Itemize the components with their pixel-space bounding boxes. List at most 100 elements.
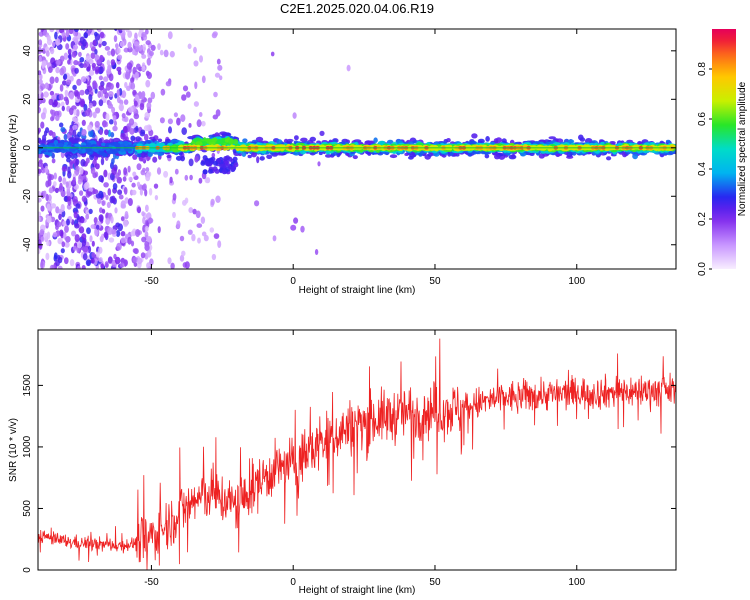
noise-cell xyxy=(189,174,193,181)
noise-cell xyxy=(94,228,98,236)
noise-cell xyxy=(38,197,42,203)
band-cell xyxy=(85,148,91,153)
figure-title: C2E1.2025.020.04.06.R19 xyxy=(280,1,434,16)
noise-cell xyxy=(95,66,100,73)
noise-cell xyxy=(87,191,93,197)
noise-cell xyxy=(179,235,185,242)
noise-cell xyxy=(181,94,187,101)
band-cell xyxy=(122,140,129,146)
noise-cell xyxy=(88,94,93,102)
noise-cell xyxy=(141,236,147,243)
noise-cell xyxy=(60,101,65,107)
noise-cell xyxy=(122,176,127,182)
noise-cell xyxy=(192,208,197,215)
noise-cell xyxy=(40,205,45,212)
noise-cell xyxy=(46,231,51,240)
band-cell xyxy=(113,142,121,148)
band-cell xyxy=(204,161,210,166)
band-cell xyxy=(276,139,283,145)
noise-cell xyxy=(103,169,108,178)
noise-cell xyxy=(65,181,69,189)
noise-cell xyxy=(145,79,151,88)
noise-cell xyxy=(111,106,116,114)
noise-cell xyxy=(46,215,52,224)
noise-cell xyxy=(110,59,116,66)
noise-cell xyxy=(120,231,126,237)
noise-cell xyxy=(106,59,111,66)
noise-cell xyxy=(128,118,135,126)
noise-cell xyxy=(81,129,87,136)
band-cell xyxy=(200,160,206,166)
band-cell xyxy=(238,153,242,157)
noise-cell xyxy=(40,97,46,104)
noise-cell xyxy=(144,111,151,119)
noise-cell xyxy=(142,167,146,173)
noise-cell xyxy=(174,168,179,175)
band-cell xyxy=(149,149,156,153)
noise-cell xyxy=(193,60,199,67)
noise-cell xyxy=(100,157,105,166)
noise-cell xyxy=(141,66,146,72)
noise-cell xyxy=(181,127,187,135)
noise-cell xyxy=(154,195,159,201)
band-cell xyxy=(219,163,225,169)
noise-cell xyxy=(67,196,71,202)
noise-cell xyxy=(65,79,72,85)
band-cell xyxy=(157,138,163,143)
noise-cell xyxy=(130,77,135,83)
band-cell xyxy=(494,154,501,160)
noise-cell xyxy=(81,233,87,241)
noise-cell xyxy=(94,31,98,37)
noise-cell xyxy=(131,182,136,188)
noise-cell xyxy=(100,176,104,183)
noise-cell xyxy=(197,237,201,244)
noise-cell xyxy=(38,211,42,217)
band-cell xyxy=(325,154,332,158)
noise-cell xyxy=(182,85,189,92)
band-cell xyxy=(434,146,440,152)
noise-cell xyxy=(121,29,126,32)
noise-cell xyxy=(111,167,117,176)
noise-cell xyxy=(94,88,98,94)
noise-cell xyxy=(90,52,96,59)
noise-cell xyxy=(198,112,203,117)
noise-cell xyxy=(121,90,127,99)
band-cell xyxy=(568,139,575,144)
noise-cell xyxy=(112,183,118,190)
noise-cell xyxy=(140,252,146,259)
noise-cell xyxy=(81,239,87,247)
noise-cell xyxy=(67,180,72,189)
noise-cell xyxy=(62,220,67,226)
noise-cell xyxy=(71,230,77,237)
noise-cell xyxy=(120,132,126,140)
noise-cell xyxy=(148,50,154,57)
noise-cell xyxy=(90,167,96,175)
band-cell xyxy=(520,152,527,157)
noise-cell xyxy=(72,44,79,50)
noise-cell xyxy=(78,226,85,234)
noise-cell xyxy=(64,257,69,265)
noise-cell xyxy=(67,59,71,65)
noise-cell xyxy=(64,241,70,248)
noise-cell xyxy=(41,61,46,69)
noise-cell xyxy=(60,204,65,212)
noise-cell xyxy=(49,76,55,84)
noise-cell xyxy=(201,75,206,84)
noise-cell xyxy=(98,214,104,222)
band-cell xyxy=(65,153,72,159)
band-cell xyxy=(74,143,81,147)
band-cell xyxy=(124,148,133,152)
noise-cell xyxy=(113,35,118,43)
noise-cell xyxy=(96,197,102,205)
noise-cell xyxy=(98,85,105,91)
noise-cell xyxy=(122,126,128,133)
noise-cell xyxy=(82,245,89,253)
noise-cell xyxy=(293,217,299,224)
noise-cell xyxy=(141,211,145,217)
noise-cell xyxy=(98,99,104,107)
noise-cell xyxy=(216,58,221,65)
noise-cell xyxy=(144,189,148,197)
noise-cell xyxy=(81,265,86,269)
noise-cell xyxy=(103,182,109,188)
band-cell xyxy=(229,144,236,150)
